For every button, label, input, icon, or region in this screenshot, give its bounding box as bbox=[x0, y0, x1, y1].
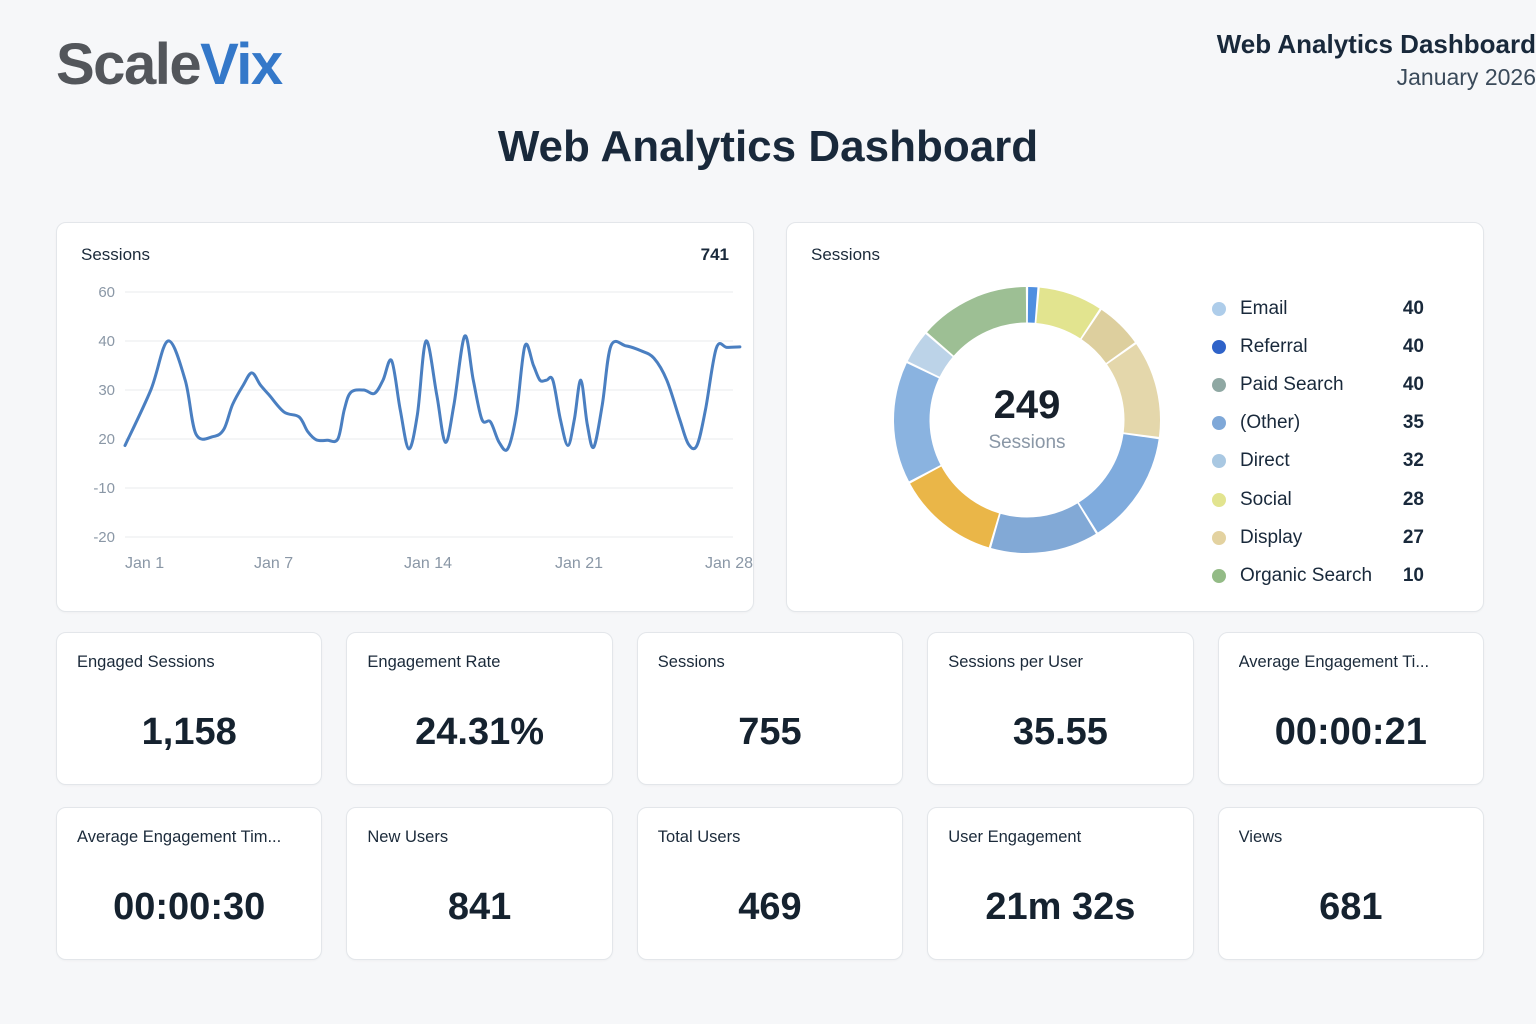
svg-text:Jan 28: Jan 28 bbox=[705, 555, 753, 572]
svg-text:-20: -20 bbox=[93, 529, 115, 546]
svg-text:30: 30 bbox=[98, 382, 115, 399]
svg-text:249: 249 bbox=[994, 383, 1061, 427]
svg-text:Jan 7: Jan 7 bbox=[254, 555, 293, 572]
svg-text:Jan 21: Jan 21 bbox=[555, 555, 603, 572]
svg-text:Jan 14: Jan 14 bbox=[404, 555, 452, 572]
svg-text:20: 20 bbox=[98, 431, 115, 448]
svg-text:40: 40 bbox=[98, 333, 115, 350]
svg-text:Jan 1: Jan 1 bbox=[125, 555, 164, 572]
svg-text:Sessions: Sessions bbox=[988, 432, 1065, 453]
svg-text:-10: -10 bbox=[93, 480, 115, 497]
svg-text:60: 60 bbox=[98, 284, 115, 301]
